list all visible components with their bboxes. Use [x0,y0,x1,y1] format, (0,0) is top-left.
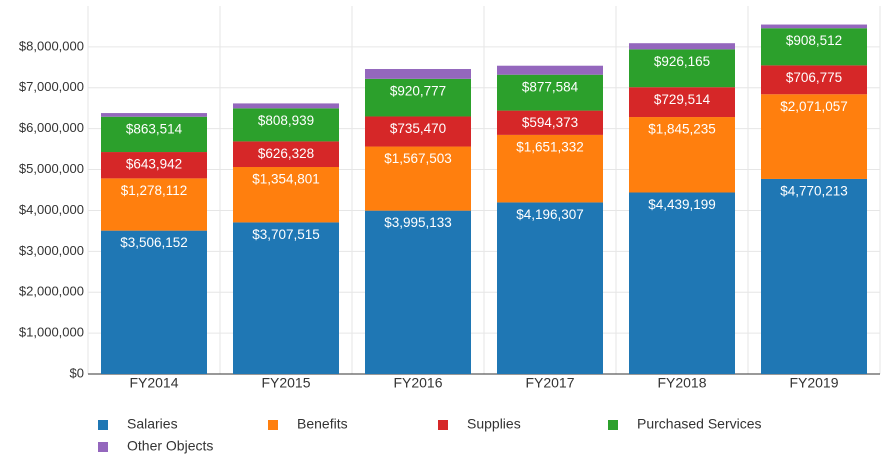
bar-segment [629,49,735,88]
bar-segment [497,65,603,75]
value-label: $1,567,503 [384,151,452,166]
x-tick-label: FY2019 [789,375,838,391]
bar-segment [233,167,339,223]
bar-segment [233,108,339,142]
legend-label: Salaries [127,416,178,432]
legend-label: Other Objects [127,438,213,454]
value-label: $594,373 [522,115,578,130]
value-label: $908,512 [786,33,842,48]
bar-segment [629,87,735,118]
value-label: $920,777 [390,83,446,98]
bar-segment [761,178,867,374]
value-label: $706,775 [786,70,842,85]
bar-segment [101,230,207,374]
bar-segment [365,116,471,147]
y-tick-label: $0 [70,365,84,380]
y-tick-label: $4,000,000 [19,202,84,217]
bar-segment [233,103,339,109]
bar-segment [233,222,339,374]
value-label: $729,514 [654,92,711,107]
x-tick-label: FY2017 [525,375,574,391]
bar-segment [761,65,867,95]
y-tick-label: $1,000,000 [19,325,84,340]
x-tick-label: FY2014 [129,375,178,391]
bar-segment [101,116,207,153]
value-label: $643,942 [126,157,182,172]
x-tick-label: FY2015 [261,375,310,391]
y-tick-label: $5,000,000 [19,161,84,176]
bar-segment [365,69,471,79]
bar-segment [365,146,471,211]
y-tick-label: $3,000,000 [19,243,84,258]
y-tick-label: $2,000,000 [19,284,84,299]
legend-swatch [268,420,278,430]
bar-segment [761,24,867,29]
bar-segment [629,117,735,193]
value-label: $1,354,801 [252,172,320,187]
y-tick-label: $8,000,000 [19,38,84,53]
value-label: $877,584 [522,79,579,94]
value-label: $808,939 [258,113,314,128]
value-label: $3,707,515 [252,227,320,242]
bar-segment [761,94,867,179]
legend-swatch [608,420,618,430]
legend-label: Supplies [467,416,521,432]
value-label: $926,165 [654,54,710,69]
value-label: $1,278,112 [121,183,188,198]
bar-segment [101,113,207,117]
y-tick-label: $6,000,000 [19,120,84,135]
legend-label: Benefits [297,416,348,432]
bar-segment [365,210,471,374]
bar-segment [497,202,603,374]
bar-segment [497,134,603,203]
y-tick-label: $7,000,000 [19,79,84,94]
legend-swatch [98,442,108,452]
bar-segment [497,74,603,111]
bar-segment [629,192,735,374]
value-label: $1,651,332 [516,139,584,154]
value-label: $735,470 [390,121,446,136]
bar-segment [761,28,867,66]
value-label: $4,439,199 [648,197,716,212]
x-tick-label: FY2018 [657,375,706,391]
bar-segment [629,43,735,50]
bar-segment [101,152,207,179]
legend-swatch [438,420,448,430]
value-label: $863,514 [126,121,183,136]
value-label: $1,845,235 [648,122,716,137]
bar-segment [233,141,339,168]
bar-segment [101,178,207,231]
value-label: $3,506,152 [120,235,188,250]
value-label: $626,328 [258,146,314,161]
x-tick-label: FY2016 [393,375,442,391]
legend-label: Purchased Services [637,416,762,432]
bar-segment [365,78,471,117]
value-label: $4,770,213 [780,184,848,199]
value-label: $2,071,057 [780,99,848,114]
bar-segment [497,110,603,135]
value-label: $3,995,133 [384,215,452,230]
legend-swatch [98,420,108,430]
value-label: $4,196,307 [516,207,584,222]
